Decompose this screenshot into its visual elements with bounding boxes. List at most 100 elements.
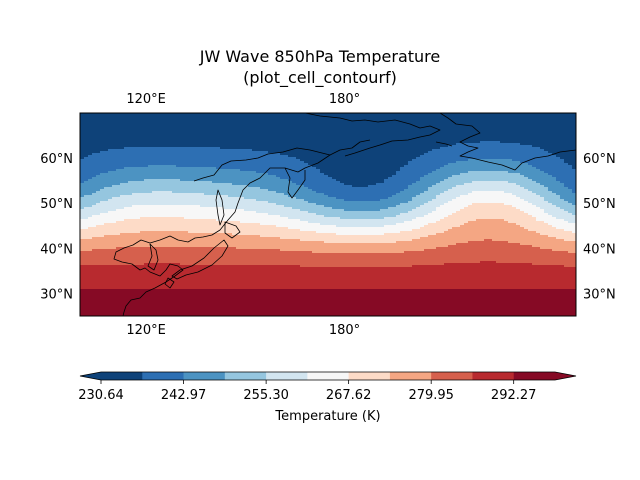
contour-cell bbox=[220, 147, 225, 150]
contour-cell bbox=[212, 181, 217, 184]
contour-cell bbox=[224, 201, 229, 204]
contour-cell bbox=[156, 231, 161, 234]
contour-cell bbox=[204, 155, 209, 158]
contour-cell bbox=[192, 243, 197, 246]
contour-cell bbox=[96, 207, 101, 210]
contour-cell bbox=[208, 279, 213, 282]
contour-cell bbox=[96, 155, 101, 158]
contour-cell bbox=[104, 297, 109, 300]
contour-cell bbox=[172, 133, 177, 136]
contour-cell bbox=[116, 227, 121, 230]
contour-cell bbox=[172, 155, 177, 158]
contour-cell bbox=[180, 143, 185, 146]
contour-cell bbox=[192, 137, 197, 140]
contour-cell bbox=[80, 201, 85, 204]
contour-cell bbox=[132, 239, 137, 242]
contour-cell bbox=[144, 255, 149, 258]
contour-cell bbox=[144, 123, 149, 126]
contour-cell bbox=[204, 231, 209, 234]
contour-cell bbox=[92, 261, 97, 264]
contour-cell bbox=[100, 121, 105, 124]
contour-cell bbox=[84, 261, 89, 264]
contour-cell bbox=[192, 221, 197, 224]
contour-cell bbox=[164, 215, 169, 218]
contour-cell bbox=[104, 183, 109, 186]
contour-cell bbox=[184, 245, 189, 248]
contour-cell bbox=[132, 183, 137, 186]
contour-cell bbox=[172, 301, 177, 304]
contour-cell bbox=[188, 189, 193, 192]
contour-cell bbox=[104, 147, 109, 150]
contour-cell bbox=[176, 225, 181, 228]
contour-cell bbox=[204, 119, 209, 122]
contour-cell bbox=[136, 161, 141, 164]
contour-cell bbox=[196, 305, 201, 308]
contour-cell bbox=[88, 267, 93, 270]
contour-cell bbox=[104, 305, 109, 308]
contour-cell bbox=[132, 213, 137, 216]
contour-cell bbox=[96, 215, 101, 218]
contour-cell bbox=[140, 257, 145, 260]
contour-cell bbox=[160, 239, 165, 242]
contour-cell bbox=[196, 113, 201, 116]
contour-cell bbox=[116, 299, 121, 302]
contour-cell bbox=[124, 199, 129, 202]
contour-cell bbox=[180, 149, 185, 152]
contour-cell bbox=[120, 209, 125, 212]
contour-cell bbox=[164, 307, 169, 310]
contour-cell bbox=[156, 249, 161, 252]
contour-cell bbox=[180, 157, 185, 160]
contour-cell bbox=[196, 191, 201, 194]
contour-cell bbox=[104, 187, 109, 190]
contour-cell bbox=[124, 163, 129, 166]
contour-cell bbox=[196, 153, 201, 156]
contour-cell bbox=[100, 123, 105, 126]
contour-cell bbox=[152, 311, 157, 314]
contour-cell bbox=[132, 299, 137, 302]
contour-cell bbox=[148, 233, 153, 236]
contour-cell bbox=[132, 201, 137, 204]
contour-cell bbox=[108, 201, 113, 204]
contour-cell bbox=[144, 259, 149, 262]
contour-cell bbox=[120, 201, 125, 204]
contour-cell bbox=[200, 155, 205, 158]
contour-cell bbox=[80, 189, 85, 192]
contour-cell bbox=[164, 227, 169, 230]
contour-cell bbox=[200, 267, 205, 270]
contour-cell bbox=[80, 237, 85, 240]
contour-cell bbox=[124, 171, 129, 174]
contour-cell bbox=[164, 171, 169, 174]
contour-cell bbox=[208, 197, 213, 200]
contour-cell bbox=[196, 177, 201, 180]
contour-cell bbox=[124, 259, 129, 262]
contour-cell bbox=[116, 131, 121, 134]
contour-cell bbox=[160, 209, 165, 212]
contour-cell bbox=[172, 167, 177, 170]
contour-cell bbox=[144, 145, 149, 148]
contour-cell bbox=[172, 179, 177, 182]
contour-cell bbox=[80, 205, 85, 208]
contour-cell bbox=[152, 223, 157, 226]
contour-cell bbox=[108, 255, 113, 258]
contour-cell bbox=[128, 289, 133, 292]
contour-cell bbox=[132, 221, 137, 224]
contour-cell bbox=[172, 255, 177, 258]
contour-cell bbox=[124, 167, 129, 170]
contour-cell bbox=[156, 165, 161, 168]
contour-cell bbox=[196, 243, 201, 246]
contour-cell bbox=[180, 147, 185, 150]
contour-cell bbox=[212, 223, 217, 226]
contour-cell bbox=[96, 257, 101, 260]
contour-cell bbox=[224, 193, 229, 196]
contour-cell bbox=[164, 181, 169, 184]
contour-cell bbox=[208, 267, 213, 270]
contour-cell bbox=[156, 201, 161, 204]
contour-cell bbox=[80, 227, 85, 230]
contour-cell bbox=[212, 229, 217, 232]
contour-cell bbox=[192, 121, 197, 124]
contour-cell bbox=[164, 245, 169, 248]
contour-cell bbox=[220, 171, 225, 174]
contour-cell bbox=[160, 207, 165, 210]
contour-cell bbox=[148, 181, 153, 184]
contour-cell bbox=[180, 125, 185, 128]
